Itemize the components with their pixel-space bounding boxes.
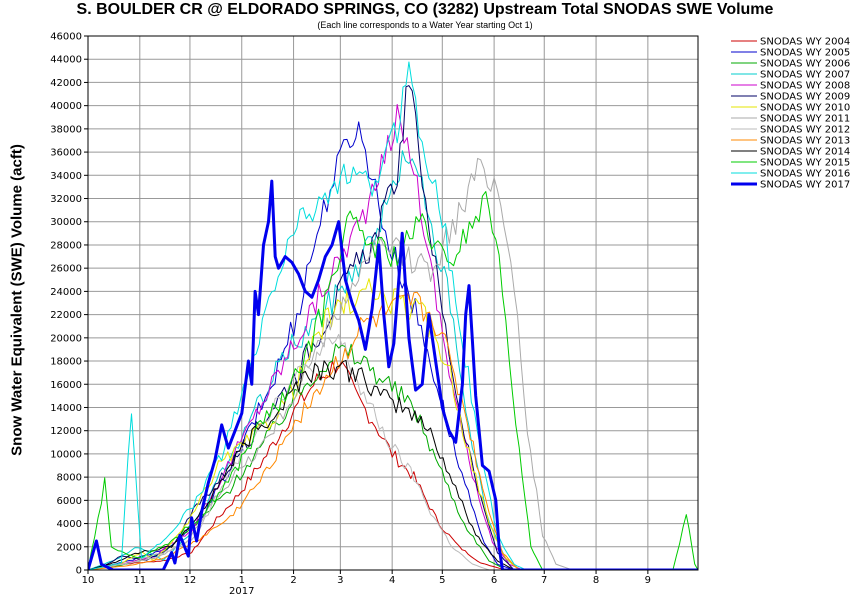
y-tick-label: 26000 (50, 264, 82, 275)
y-tick-label: 38000 (50, 124, 82, 135)
y-tick-label: 6000 (57, 496, 82, 507)
legend-entry: SNODAS WY 2012 (760, 125, 850, 136)
y-tick-label: 14000 (50, 403, 82, 414)
plot-frame (87, 35, 699, 571)
x-tick-label: 8 (593, 575, 599, 586)
series-line (88, 150, 698, 570)
plot-area (88, 36, 698, 570)
x-tick-label: 3 (337, 575, 343, 586)
series-group (88, 61, 698, 570)
y-tick-label: 16000 (50, 380, 82, 391)
legend-entry: SNODAS WY 2017 (760, 180, 850, 191)
series-line (88, 104, 698, 570)
series-line (88, 291, 698, 570)
y-tick-label: 42000 (50, 78, 82, 89)
legend-entry: SNODAS WY 2013 (760, 136, 850, 147)
legend-entry: SNODAS WY 2007 (760, 70, 850, 81)
y-tick-label: 4000 (57, 519, 82, 530)
x-tick-label: 12 (184, 575, 197, 586)
legend-entry: SNODAS WY 2015 (760, 158, 850, 169)
legend-entry: SNODAS WY 2008 (760, 81, 850, 92)
x-tick-label: 2 (290, 575, 296, 586)
legend-entry: SNODAS WY 2006 (760, 59, 850, 70)
y-tick-label: 0 (76, 566, 82, 577)
legend-entry: SNODAS WY 2014 (760, 147, 850, 158)
legend-entry: SNODAS WY 2004 (760, 37, 850, 48)
legend-entry: SNODAS WY 2009 (760, 92, 850, 103)
x-tick-label: 7 (541, 575, 547, 586)
y-tick-label: 28000 (50, 240, 82, 251)
y-tick-label: 30000 (50, 217, 82, 228)
y-tick-label: 8000 (57, 473, 82, 484)
y-tick-label: 20000 (50, 333, 82, 344)
chart-title: S. BOULDER CR @ ELDORADO SPRINGS, CO (32… (76, 1, 774, 18)
y-tick-label: 10000 (50, 449, 82, 460)
legend-entry: SNODAS WY 2016 (760, 169, 850, 180)
series-line (88, 360, 698, 570)
y-tick-label: 36000 (50, 148, 82, 159)
x-tick-label: 5 (439, 575, 445, 586)
y-tick-label: 40000 (50, 101, 82, 112)
x-tick-label: 11 (133, 575, 146, 586)
series-line (88, 157, 698, 570)
x-tick-label: 9 (645, 575, 651, 586)
y-tick-label: 44000 (50, 55, 82, 66)
x-year-label: 2017 (229, 586, 254, 597)
y-tick-label: 22000 (50, 310, 82, 321)
y-tick-label: 46000 (50, 32, 82, 43)
y-tick-label: 18000 (50, 357, 82, 368)
series-line (88, 179, 698, 570)
y-tick-label: 24000 (50, 287, 82, 298)
y-tick-label: 2000 (57, 542, 82, 553)
legend-entry: SNODAS WY 2011 (760, 114, 850, 125)
chart-subtitle: (Each line corresponds to a Water Year s… (317, 20, 533, 30)
x-tick-label: 1 (239, 575, 245, 586)
series-line (88, 85, 698, 570)
y-tick-label: 34000 (50, 171, 82, 182)
y-tick-label: 12000 (50, 426, 82, 437)
x-tick-label: 4 (389, 575, 395, 586)
y-tick-label: 32000 (50, 194, 82, 205)
series-line (88, 278, 698, 570)
legend-entry: SNODAS WY 2005 (760, 48, 850, 59)
x-tick-label: 6 (491, 575, 497, 586)
x-tick-label: 10 (82, 575, 95, 586)
series-line (88, 61, 698, 570)
legend-entry: SNODAS WY 2010 (760, 103, 850, 114)
